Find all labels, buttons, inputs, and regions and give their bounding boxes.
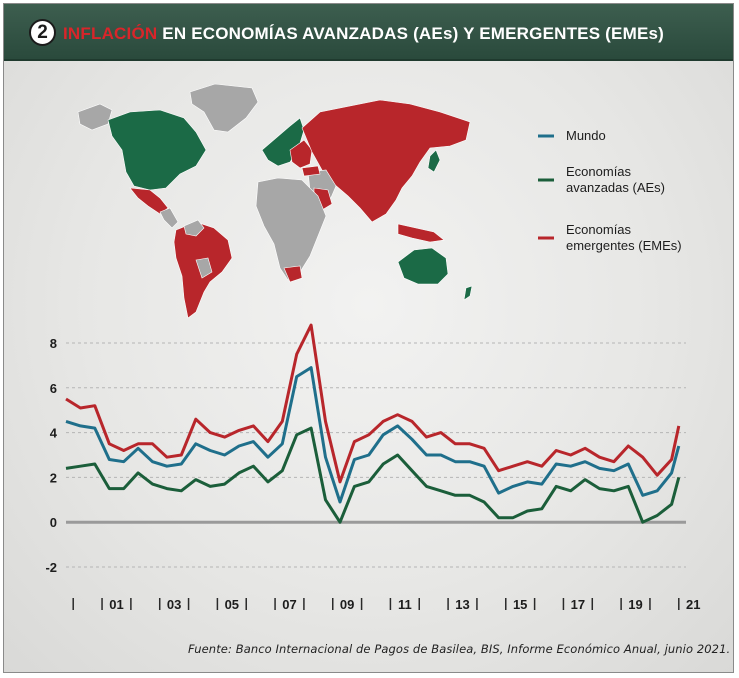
figure-number-badge: 2 bbox=[29, 19, 56, 46]
x-tick-label: 07 bbox=[282, 597, 296, 612]
map-region-japan bbox=[427, 149, 441, 173]
title-rest: EN ECONOMÍAS AVANZADAS (AEs) Y EMERGENTE… bbox=[157, 24, 664, 43]
x-tick-label: 17 bbox=[571, 597, 585, 612]
series-line bbox=[65, 366, 681, 504]
legend-label: Economías avanzadas (AEs) bbox=[566, 164, 665, 195]
map-region-mexico bbox=[129, 187, 169, 215]
map-region-indonesia bbox=[397, 223, 445, 243]
map-region-australia bbox=[397, 247, 449, 285]
series-line bbox=[65, 323, 681, 484]
map-region-south-america-other bbox=[183, 219, 213, 279]
map-region-asia-emes bbox=[301, 99, 471, 223]
chart-legend: Mundo Economías avanzadas (AEs) Economías em… bbox=[538, 128, 682, 253]
y-tick-label: 6 bbox=[50, 381, 57, 396]
world-map bbox=[77, 83, 473, 319]
x-tick-label: 09 bbox=[340, 597, 354, 612]
y-tick-label: 8 bbox=[50, 336, 57, 351]
map-region-turkey bbox=[301, 165, 321, 177]
legend-label: Economías emergentes (EMEs) bbox=[566, 222, 682, 253]
source-note: Fuente: Banco Internacional de Pagos de … bbox=[188, 642, 731, 656]
x-tick-label: 13 bbox=[455, 597, 469, 612]
x-tick-label: 03 bbox=[167, 597, 181, 612]
y-tick-label: -2 bbox=[45, 560, 57, 575]
map-region-africa bbox=[255, 177, 327, 281]
map-region-eastern-europe bbox=[289, 139, 313, 169]
x-tick-label: 11 bbox=[398, 597, 412, 612]
y-tick-label: 4 bbox=[50, 426, 58, 441]
map-region-south-africa bbox=[283, 265, 303, 283]
x-tick-label: 19 bbox=[628, 597, 642, 612]
x-tick-label: 01 bbox=[109, 597, 123, 612]
line-chart: 8 6 4 2 0 -2 01 03 05 07 09 11 13 15 17 19 21 bbox=[45, 323, 700, 612]
map-region-north-america bbox=[107, 109, 207, 191]
map-region-new-zealand bbox=[463, 285, 473, 301]
title-highlight: INFLACIÓN bbox=[63, 24, 158, 43]
figure-title: INFLACIÓN EN ECONOMÍAS AVANZADAS (AEs) Y… bbox=[63, 24, 664, 44]
map-region-central-america bbox=[159, 207, 179, 229]
series-line bbox=[65, 426, 681, 524]
legend-label: Mundo bbox=[566, 128, 606, 143]
y-tick-label: 0 bbox=[50, 515, 57, 530]
header-bar: 2 INFLACIÓN EN ECONOMÍAS AVANZADAS (AEs)… bbox=[4, 4, 733, 61]
map-region-alaska bbox=[77, 103, 113, 131]
map-region-greenland bbox=[189, 83, 259, 133]
x-tick-label: 15 bbox=[513, 597, 527, 612]
x-tick-label: 05 bbox=[225, 597, 239, 612]
x-tick-label: 21 bbox=[686, 597, 700, 612]
y-tick-label: 2 bbox=[50, 470, 57, 485]
